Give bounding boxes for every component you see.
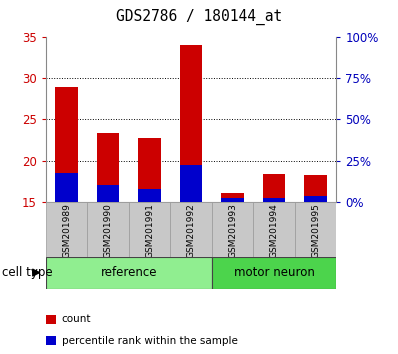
Text: motor neuron: motor neuron (234, 266, 314, 279)
Text: GSM201995: GSM201995 (311, 204, 320, 258)
Bar (87, 202, 129, 257)
Text: percentile rank within the sample: percentile rank within the sample (62, 336, 238, 346)
Bar (179, 165, 203, 202)
Text: GSM201989: GSM201989 (62, 204, 71, 258)
Bar (304, 175, 327, 202)
Text: GSM201993: GSM201993 (228, 204, 237, 258)
Bar (179, 45, 203, 202)
Bar (253, 202, 295, 257)
Bar (263, 198, 285, 202)
Bar (138, 138, 161, 202)
Bar (295, 202, 336, 257)
Bar (212, 202, 253, 257)
Text: GDS2786 / 180144_at: GDS2786 / 180144_at (116, 9, 282, 25)
Bar (46, 257, 212, 289)
Text: GSM201992: GSM201992 (187, 204, 195, 258)
Bar (97, 185, 119, 202)
Bar (304, 196, 327, 202)
Text: reference: reference (101, 266, 157, 279)
Text: count: count (62, 314, 91, 325)
Text: cell type: cell type (2, 266, 53, 279)
Text: GSM201990: GSM201990 (103, 204, 113, 258)
Text: GSM201991: GSM201991 (145, 204, 154, 258)
Bar (129, 202, 170, 257)
Bar (138, 189, 161, 202)
Bar (46, 202, 87, 257)
Text: GSM201994: GSM201994 (269, 204, 279, 258)
Bar (170, 202, 212, 257)
Bar (97, 133, 119, 202)
Bar (212, 257, 336, 289)
Bar (55, 173, 78, 202)
Bar (263, 174, 285, 202)
Bar (221, 198, 244, 202)
Bar (55, 86, 78, 202)
Bar (221, 193, 244, 202)
